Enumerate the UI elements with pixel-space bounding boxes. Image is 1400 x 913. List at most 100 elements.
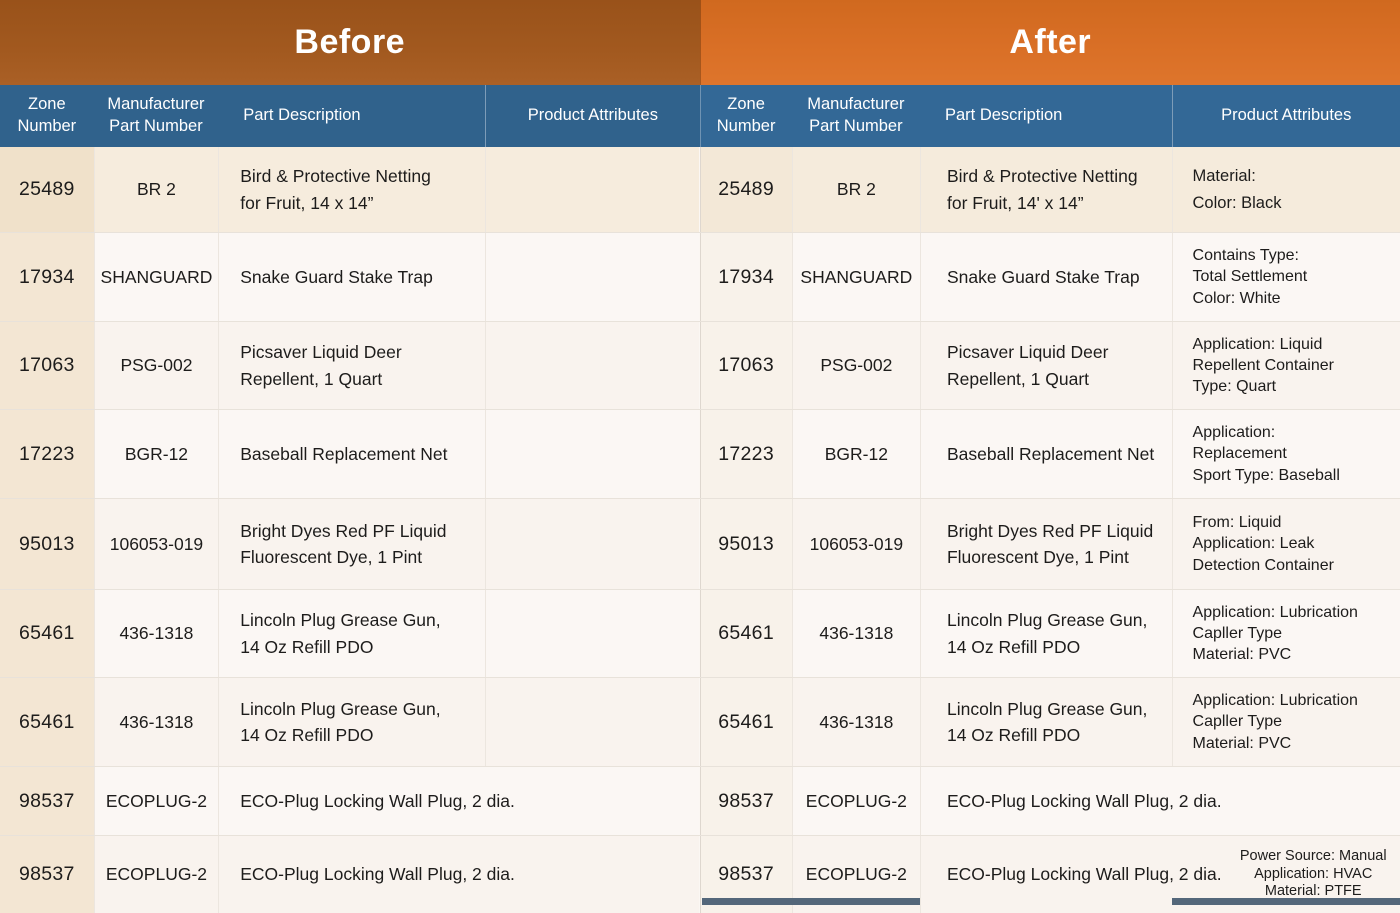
part-description-cell: ECO-Plug Locking Wall Plug, 2 dia. [920,767,1172,835]
before-row-half: 17223 BGR-12 Baseball Replacement Net [0,410,700,498]
after-row-half: 25489 BR 2 Bird & Protective Netting for… [700,147,1400,232]
manufacturer-part-number-cell: 436-1318 [792,590,920,677]
manufacturer-part-number-cell: ECOPLUG-2 [792,767,920,835]
table-body: 25489 BR 2 Bird & Protective Netting for… [0,147,1400,913]
product-attributes-cell: Application: Liquid Repellent Container … [1172,322,1400,409]
zone-number-cell: 65461 [0,678,94,766]
part-description-cell: Baseball Replacement Net [920,410,1172,498]
part-description-cell: ECO-Plug Locking Wall Plug, 2 dia. [218,767,485,835]
manufacturer-part-number-cell: ECOPLUG-2 [94,767,219,835]
after-row-half: 95013 106053-019 Bright Dyes Red PF Liqu… [700,499,1400,589]
product-attributes-cell [485,233,699,321]
table-row: 95013 106053-019 Bright Dyes Red PF Liqu… [0,498,1400,589]
product-attributes-cell [485,322,699,409]
zone-number-cell: 98537 [0,767,94,835]
after-row-half: 65461 436-1318 Lincoln Plug Grease Gun, … [700,590,1400,677]
manufacturer-part-number-cell: SHANGUARD [94,233,219,321]
column-header-product-attributes: Product Attributes [485,85,699,147]
part-description-cell: Bright Dyes Red PF Liquid Fluorescent Dy… [920,499,1172,589]
product-attributes-cell [485,410,699,498]
product-attributes-cell: Material: Color: Black [1172,147,1400,232]
part-description-cell: Bright Dyes Red PF Liquid Fluorescent Dy… [218,499,485,589]
column-header-part-description: Part Description [920,85,1172,147]
manufacturer-part-number-cell: BR 2 [94,147,219,232]
part-description-cell: ECO-Plug Locking Wall Plug, 2 dia. [920,836,1172,913]
manufacturer-part-number-cell: SHANGUARD [792,233,920,321]
column-header-row: Zone Number Manufacturer Part Number Par… [0,85,1400,147]
zone-number-cell: 25489 [0,147,94,232]
zone-number-cell: 95013 [701,499,792,589]
column-header-manufacturer-part-number: Manufacturer Part Number [94,85,219,147]
product-attributes-cell [485,767,699,835]
zone-number-cell: 17223 [701,410,792,498]
column-header-product-attributes: Product Attributes [1172,85,1400,147]
part-description-cell: ECO-Plug Locking Wall Plug, 2 dia. [218,836,485,913]
manufacturer-part-number-cell: BR 2 [792,147,920,232]
zone-number-cell: 98537 [701,767,792,835]
part-description-cell: Bird & Protective Netting for Fruit, 14'… [920,147,1172,232]
product-attributes-cell [485,590,699,677]
manufacturer-part-number-cell: BGR-12 [792,410,920,498]
column-header-manufacturer-part-number: Manufacturer Part Number [792,85,920,147]
part-description-cell: Lincoln Plug Grease Gun, 14 Oz Refill PD… [218,590,485,677]
before-column-headers: Zone Number Manufacturer Part Number Par… [0,85,700,147]
zone-number-cell: 17934 [701,233,792,321]
manufacturer-part-number-cell: 436-1318 [792,678,920,766]
after-row-half: 65461 436-1318 Lincoln Plug Grease Gun, … [700,678,1400,766]
before-row-half: 98537 ECOPLUG-2 ECO-Plug Locking Wall Pl… [0,767,700,835]
product-attributes-cell [485,147,699,232]
after-row-half: 17223 BGR-12 Baseball Replacement Net Ap… [700,410,1400,498]
part-description-cell: Picsaver Liquid Deer Repellent, 1 Quart [218,322,485,409]
before-row-half: 95013 106053-019 Bright Dyes Red PF Liqu… [0,499,700,589]
part-description-cell: Lincoln Plug Grease Gun, 14 Oz Refill PD… [218,678,485,766]
product-attributes-cell: Contains Type: Total Settlement Color: W… [1172,233,1400,321]
part-description-cell: Picsaver Liquid Deer Repellent, 1 Quart [920,322,1172,409]
manufacturer-part-number-cell: 106053-019 [792,499,920,589]
product-attributes-cell [485,499,699,589]
part-description-cell: Snake Guard Stake Trap [218,233,485,321]
before-row-half: 65461 436-1318 Lincoln Plug Grease Gun, … [0,590,700,677]
manufacturer-part-number-cell: 436-1318 [94,590,219,677]
manufacturer-part-number-cell: PSG-002 [94,322,219,409]
column-header-part-description: Part Description [218,85,485,147]
part-description-cell: Snake Guard Stake Trap [920,233,1172,321]
table-row: 17934 SHANGUARD Snake Guard Stake Trap 1… [0,232,1400,321]
product-attributes-cell: Application: Lubrication Capller Type Ma… [1172,678,1400,766]
zone-number-cell: 17063 [0,322,94,409]
before-row-half: 25489 BR 2 Bird & Protective Netting for… [0,147,700,232]
manufacturer-part-number-cell: ECOPLUG-2 [94,836,219,913]
after-row-half: 17063 PSG-002 Picsaver Liquid Deer Repel… [700,322,1400,409]
product-attributes-cell: Application: Replacement Sport Type: Bas… [1172,410,1400,498]
part-description-cell: Lincoln Plug Grease Gun, 14 Oz Refill PD… [920,678,1172,766]
manufacturer-part-number-cell: PSG-002 [792,322,920,409]
product-attributes-cell: Application: Lubrication Capller Type Ma… [1172,590,1400,677]
after-row-half: 98537 ECOPLUG-2 ECO-Plug Locking Wall Pl… [700,767,1400,835]
product-attributes-cell: From: Liquid Application: Leak Detection… [1172,499,1400,589]
part-description-cell: Lincoln Plug Grease Gun, 14 Oz Refill PD… [920,590,1172,677]
zone-number-cell: 17223 [0,410,94,498]
part-description-cell: Baseball Replacement Net [218,410,485,498]
table-row: 25489 BR 2 Bird & Protective Netting for… [0,147,1400,232]
manufacturer-part-number-cell: 436-1318 [94,678,219,766]
table-row: 65461 436-1318 Lincoln Plug Grease Gun, … [0,589,1400,677]
manufacturer-part-number-cell: BGR-12 [94,410,219,498]
zone-number-cell: 25489 [701,147,792,232]
after-row-half: 17934 SHANGUARD Snake Guard Stake Trap C… [700,233,1400,321]
zone-number-cell: 65461 [0,590,94,677]
table-row: 98537 ECOPLUG-2 ECO-Plug Locking Wall Pl… [0,766,1400,835]
before-row-half: 65461 436-1318 Lincoln Plug Grease Gun, … [0,678,700,766]
table-row: 65461 436-1318 Lincoln Plug Grease Gun, … [0,677,1400,766]
table-row: 17223 BGR-12 Baseball Replacement Net 17… [0,409,1400,498]
before-banner: Before [0,0,700,85]
manufacturer-part-number-cell: 106053-019 [94,499,219,589]
product-attributes-cell [485,836,699,913]
zone-number-cell: 65461 [701,590,792,677]
banner-row: Before After [0,0,1400,85]
after-banner: After [700,0,1400,85]
before-row-half: 17063 PSG-002 Picsaver Liquid Deer Repel… [0,322,700,409]
after-column-headers: Zone Number Manufacturer Part Number Par… [700,85,1400,147]
zone-number-cell: 65461 [701,678,792,766]
before-row-half: 98537 ECOPLUG-2 ECO-Plug Locking Wall Pl… [0,836,700,913]
zone-number-cell: 98537 [0,836,94,913]
